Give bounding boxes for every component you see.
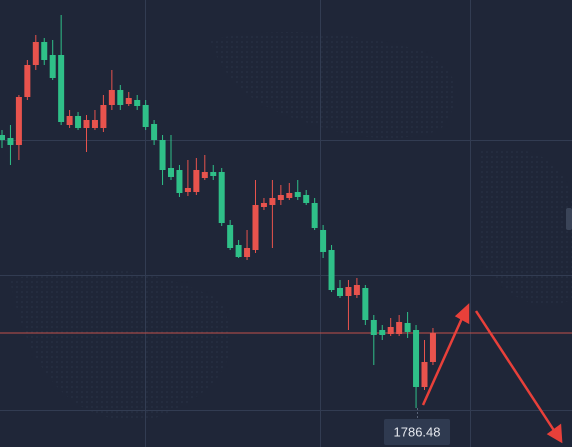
candle-body xyxy=(117,90,124,105)
candle-body xyxy=(227,225,234,248)
candle-body xyxy=(421,362,428,387)
candle-body xyxy=(294,192,301,197)
arrow-head xyxy=(546,423,563,444)
candle-body xyxy=(0,135,5,140)
candle-body xyxy=(210,172,217,176)
candle-body xyxy=(91,120,98,128)
arrows xyxy=(421,303,563,444)
candle-body xyxy=(168,168,174,177)
candle-body xyxy=(404,323,411,332)
candle-body xyxy=(108,90,115,105)
candle-body xyxy=(396,322,403,334)
candle-body xyxy=(83,120,90,128)
candle-body xyxy=(159,140,166,170)
candle-body xyxy=(387,327,394,334)
candle-body xyxy=(24,65,31,97)
candle-body xyxy=(134,100,141,106)
candle-body xyxy=(66,116,73,125)
candle-body xyxy=(32,42,39,65)
candle-body xyxy=(379,330,386,335)
candle-body xyxy=(58,55,65,122)
candle-body xyxy=(345,287,352,296)
candle-body xyxy=(218,172,225,223)
candle-body xyxy=(277,195,284,200)
candle-body xyxy=(362,288,369,320)
candle-body xyxy=(311,203,318,228)
candle-body xyxy=(176,170,183,193)
candle-body xyxy=(184,188,191,192)
candle-body xyxy=(244,248,251,257)
candle-body xyxy=(269,198,276,205)
candle-body xyxy=(235,245,242,257)
candle-body xyxy=(15,97,22,145)
candle-body xyxy=(201,172,208,178)
candle-body xyxy=(49,55,56,78)
plot-area xyxy=(0,15,572,408)
candle-body xyxy=(286,193,293,198)
candle-body xyxy=(193,170,200,192)
candle-body xyxy=(320,230,327,252)
candle-body xyxy=(100,105,107,128)
price-label: 1786.48 xyxy=(394,424,441,439)
candle-body xyxy=(75,116,82,128)
candle-body xyxy=(370,320,377,335)
candle-body xyxy=(429,333,436,362)
arrow-head xyxy=(454,303,470,325)
price-label-box xyxy=(384,419,450,445)
candle-body xyxy=(41,42,48,60)
candle-body xyxy=(260,203,267,207)
candle-body xyxy=(142,105,149,127)
candle-body xyxy=(413,330,420,387)
candle-body xyxy=(151,124,158,140)
candle-body xyxy=(337,288,343,296)
candle-body xyxy=(252,205,259,250)
map-texture xyxy=(10,32,572,421)
arrow-up xyxy=(421,315,465,406)
candle-body xyxy=(303,195,310,203)
candle-body xyxy=(353,285,360,295)
side-handle[interactable] xyxy=(566,208,572,230)
candle-body xyxy=(125,98,132,104)
arrow-down xyxy=(474,310,557,433)
candle-body xyxy=(7,138,14,145)
candle-body xyxy=(328,250,335,290)
